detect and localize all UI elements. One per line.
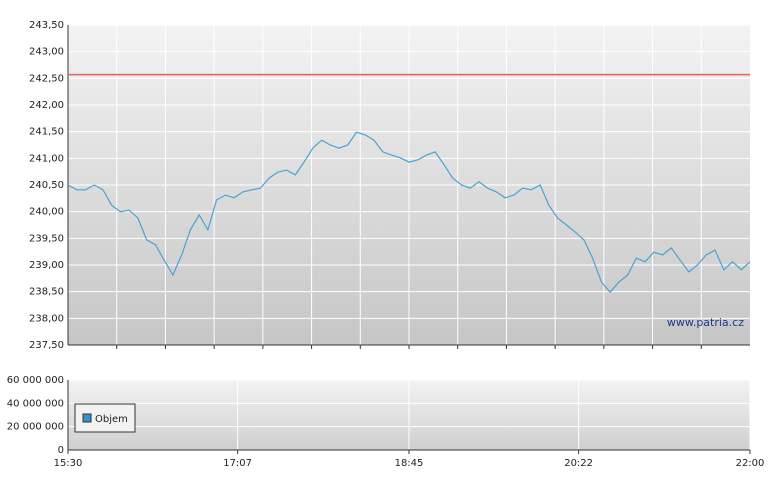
watermark: www.patria.cz	[667, 316, 744, 329]
y-tick-label: 242,50	[29, 73, 64, 84]
x-tick-label: 15:30	[54, 458, 83, 469]
y-tick-label: 0	[58, 445, 64, 456]
legend-label: Objem	[95, 414, 128, 425]
y-tick-label: 241,00	[29, 153, 64, 164]
y-tick-label: 243,00	[29, 47, 64, 58]
y-tick-label: 243,50	[29, 20, 64, 31]
price-line	[67, 131, 751, 294]
y-tick-label: 240,00	[29, 207, 64, 218]
y-tick-label: 240,50	[29, 180, 64, 191]
legend-swatch	[82, 413, 92, 423]
x-tick-label: 17:07	[223, 458, 252, 469]
y-tick-label: 60 000 000	[7, 375, 64, 386]
y-tick-label: 238,50	[29, 287, 64, 298]
x-tick-label: 20:22	[564, 458, 593, 469]
x-tick-label: 18:45	[395, 458, 424, 469]
y-tick-label: 241,50	[29, 127, 64, 138]
y-tick-label: 20 000 000	[7, 422, 64, 433]
y-tick-label: 237,50	[29, 340, 64, 351]
y-tick-label: 238,00	[29, 313, 64, 324]
x-tick-label: 22:00	[736, 458, 765, 469]
y-tick-label: 239,50	[29, 233, 64, 244]
y-tick-label: 239,00	[29, 260, 64, 271]
y-tick-label: 242,00	[29, 100, 64, 111]
y-tick-label: 40 000 000	[7, 398, 64, 409]
